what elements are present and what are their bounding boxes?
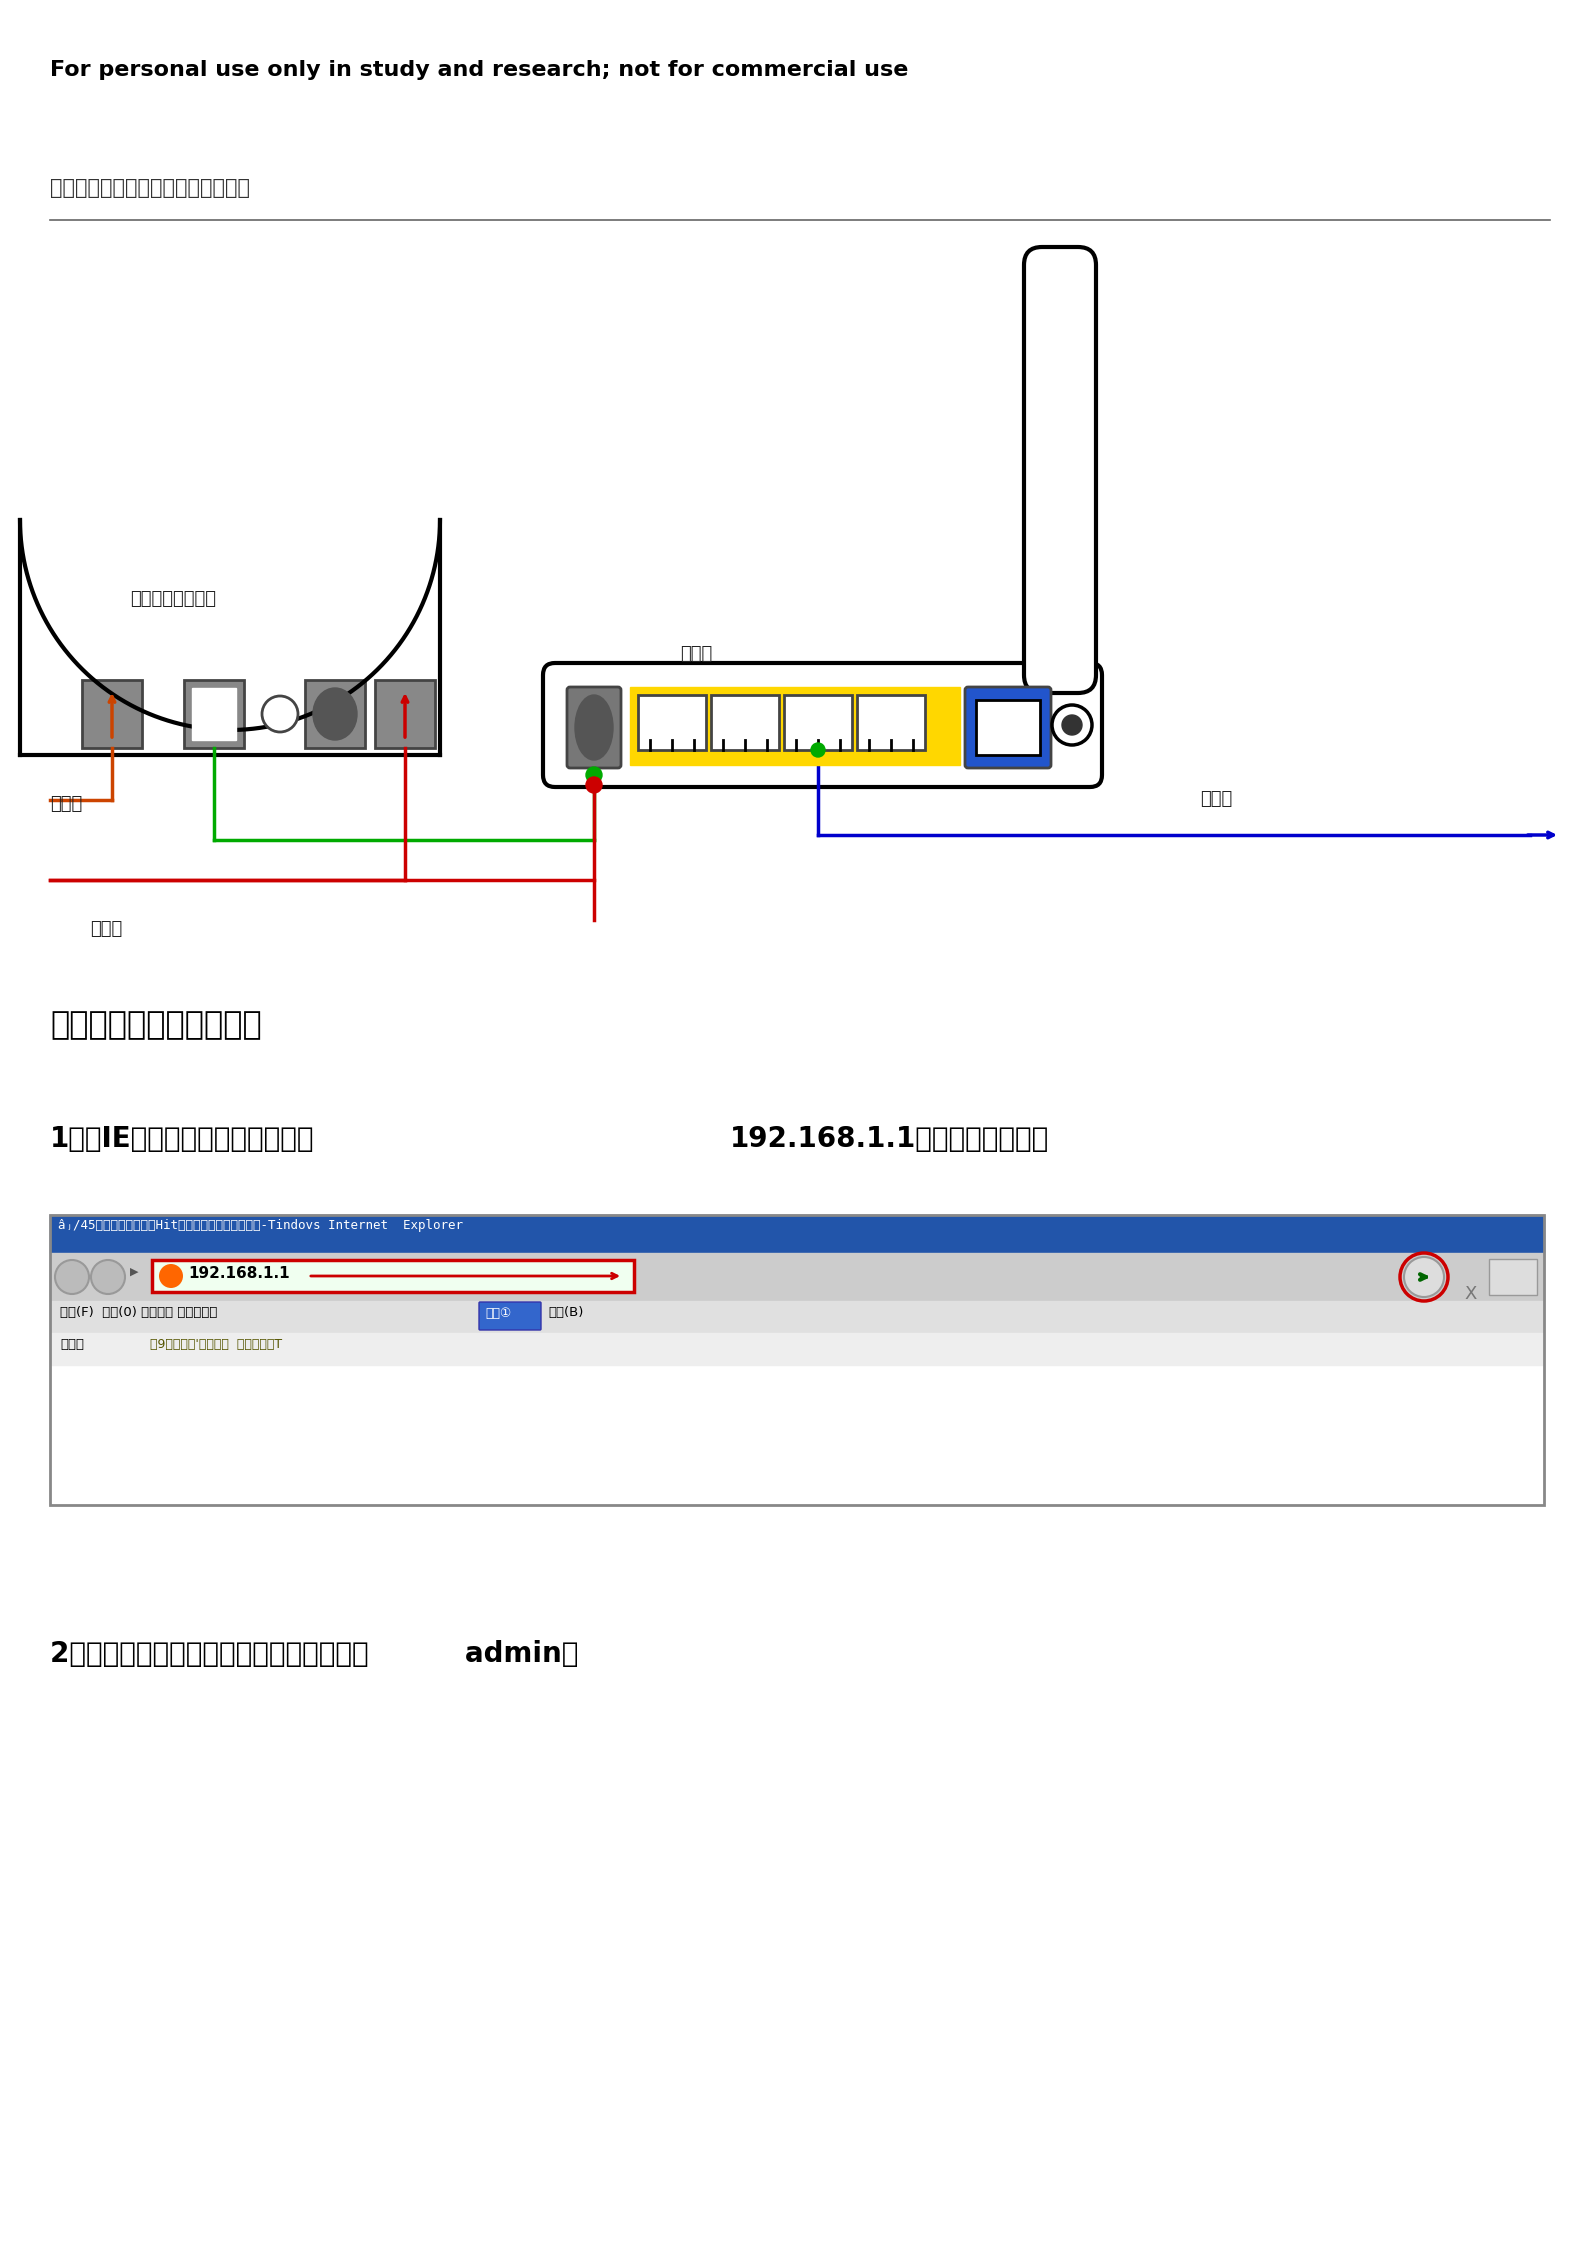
FancyBboxPatch shape <box>858 695 925 749</box>
Text: 收藏夹: 收藏夹 <box>61 1338 84 1351</box>
Text: 帮助(B): 帮助(B) <box>548 1306 583 1320</box>
Text: 调制解调器（猫）: 调制解调器（猫） <box>131 591 217 609</box>
FancyBboxPatch shape <box>81 679 142 749</box>
Text: âⱼ/45网址导航一我的个Hit主页一中国量好的网址站-Tindovs Internet  Explorer: âⱼ/45网址导航一我的个Hit主页一中国量好的网址站-Tindovs Inte… <box>57 1218 462 1232</box>
Circle shape <box>56 1261 89 1295</box>
Circle shape <box>91 1261 124 1295</box>
Text: ▶: ▶ <box>131 1268 139 1277</box>
Bar <box>49 1302 1545 1333</box>
Circle shape <box>159 1263 183 1288</box>
FancyBboxPatch shape <box>711 695 779 749</box>
Bar <box>49 1216 1545 1252</box>
Ellipse shape <box>312 688 357 740</box>
Text: 工具①: 工具① <box>485 1306 512 1320</box>
Bar <box>49 1365 1545 1505</box>
FancyBboxPatch shape <box>544 663 1101 787</box>
Text: 令9建连网站'图百度崔  网见快讯库T: 令9建连网站'图百度崔 网见快讯库T <box>150 1338 282 1351</box>
Text: 1进入IE浏览器，在地址栏中输入: 1进入IE浏览器，在地址栏中输入 <box>49 1126 314 1153</box>
Ellipse shape <box>575 695 614 760</box>
Text: X: X <box>1463 1286 1476 1304</box>
FancyBboxPatch shape <box>183 679 244 749</box>
Text: 文件(F)  编辑(0) 查看世） 收藏夹他）: 文件(F) 编辑(0) 查看世） 收藏夹他） <box>61 1306 217 1320</box>
Bar <box>191 688 236 740</box>
Circle shape <box>1404 1257 1444 1297</box>
Text: 路由器及电脑上网设置：: 路由器及电脑上网设置： <box>49 1011 261 1040</box>
Text: 接电脑: 接电脑 <box>1200 790 1232 808</box>
Circle shape <box>587 776 603 794</box>
Bar <box>630 688 960 765</box>
FancyBboxPatch shape <box>976 699 1039 756</box>
Circle shape <box>1052 704 1092 744</box>
Text: For personal use only in study and research; not for commercial use: For personal use only in study and resea… <box>49 61 909 79</box>
FancyBboxPatch shape <box>304 679 365 749</box>
FancyBboxPatch shape <box>964 688 1050 767</box>
Circle shape <box>811 742 826 758</box>
Text: 路由器: 路由器 <box>681 645 713 663</box>
Text: 192.168.1.1，然后进入路由器: 192.168.1.1，然后进入路由器 <box>730 1126 1049 1153</box>
Text: 电话线: 电话线 <box>49 794 83 812</box>
Bar <box>49 1252 1545 1302</box>
FancyBboxPatch shape <box>375 679 435 749</box>
Bar <box>49 1216 1545 1505</box>
Text: 电源线: 电源线 <box>89 920 123 938</box>
Text: 2输入账号密码进入（账号密码一般都为：          admin）: 2输入账号密码进入（账号密码一般都为： admin） <box>49 1640 579 1667</box>
FancyBboxPatch shape <box>1023 246 1097 693</box>
Text: 192.168.1.1: 192.168.1.1 <box>188 1266 290 1281</box>
Circle shape <box>587 767 603 783</box>
FancyBboxPatch shape <box>784 695 853 749</box>
Circle shape <box>261 697 298 731</box>
FancyBboxPatch shape <box>480 1302 540 1331</box>
Bar <box>49 1333 1545 1365</box>
Circle shape <box>1062 715 1082 735</box>
FancyBboxPatch shape <box>151 1261 634 1293</box>
FancyBboxPatch shape <box>567 688 622 767</box>
FancyBboxPatch shape <box>638 695 706 749</box>
Bar <box>1489 1259 1537 1295</box>
Text: 调制解调器（猫）、路由器的连接：: 调制解调器（猫）、路由器的连接： <box>49 178 250 199</box>
